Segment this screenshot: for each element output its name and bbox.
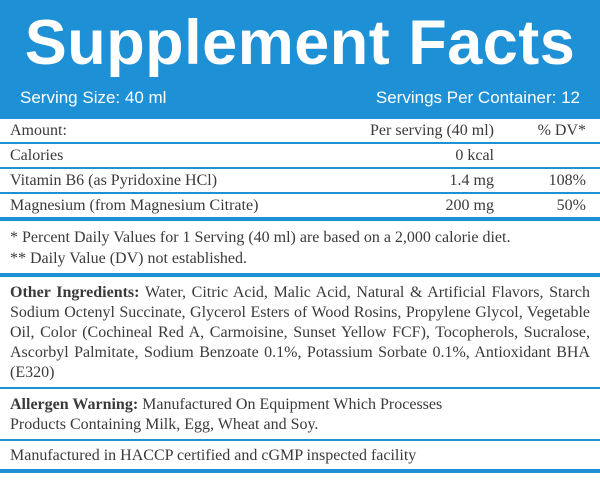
nutrient-table: Amount: Per serving (40 ml) % DV* Calori…	[0, 119, 600, 473]
other-ingredients-label: Other Ingredients:	[10, 284, 140, 301]
nutrient-dv: 50%	[556, 197, 586, 214]
table-row: Magnesium (from Magnesium Citrate) 200 m…	[0, 194, 600, 221]
facts-header: Supplement Facts Serving Size: 40 ml Ser…	[0, 0, 600, 119]
table-header-row: Amount: Per serving (40 ml) % DV*	[0, 119, 600, 144]
nutrient-dv: 108%	[548, 172, 586, 189]
column-dv: % DV*	[537, 122, 586, 139]
nutrient-name: Magnesium (from Magnesium Citrate)	[10, 197, 259, 214]
servings-per-container: Servings Per Container: 12	[375, 88, 580, 107]
panel-title: Supplement Facts	[24, 8, 576, 78]
dv-notes: * Percent Daily Values for 1 Serving (40…	[0, 221, 600, 277]
facility-statement: Manufactured in HACCP certified and cGMP…	[0, 441, 600, 473]
nutrient-amount: 200 mg	[445, 197, 494, 214]
allergen-label: Allergen Warning:	[10, 396, 139, 413]
other-ingredients-text: Water, Citric Acid, Malic Acid, Natural …	[10, 284, 590, 381]
serving-info: Serving Size: 40 ml Servings Per Contain…	[20, 87, 580, 109]
nutrient-amount: 0 kcal	[455, 147, 494, 164]
serving-size: Serving Size: 40 ml	[20, 88, 167, 107]
dv-note: * Percent Daily Values for 1 Serving (40…	[10, 229, 511, 246]
nutrient-amount: 1.4 mg	[449, 172, 494, 189]
dv-note: ** Daily Value (DV) not established.	[10, 250, 247, 267]
allergen-line: Manufactured On Equipment Which Processe…	[138, 396, 443, 413]
nutrient-dv	[506, 144, 586, 167]
column-amount: Amount:	[10, 122, 67, 139]
column-per-serving: Per serving (40 ml)	[370, 122, 494, 139]
nutrient-name: Calories	[10, 147, 64, 164]
allergen-warning: Allergen Warning: Manufactured On Equipm…	[0, 389, 600, 441]
nutrient-name: Vitamin B6 (as Pyridoxine HCl)	[10, 172, 218, 189]
table-row: Calories 0 kcal	[0, 144, 600, 169]
table-row: Vitamin B6 (as Pyridoxine HCl) 1.4 mg 10…	[0, 169, 600, 194]
allergen-line: Products Containing Milk, Egg, Wheat and…	[10, 416, 319, 433]
other-ingredients: Other Ingredients: Water, Citric Acid, M…	[0, 277, 600, 389]
